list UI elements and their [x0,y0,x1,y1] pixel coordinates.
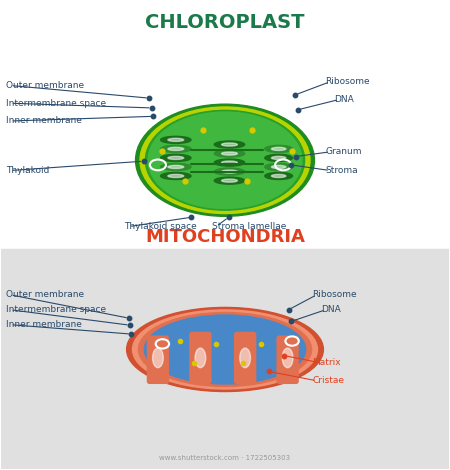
Ellipse shape [140,107,310,213]
Text: Inner membrane: Inner membrane [6,117,82,125]
Text: Granum: Granum [326,147,362,157]
Ellipse shape [271,165,286,169]
FancyBboxPatch shape [189,332,212,384]
FancyBboxPatch shape [234,332,256,384]
Ellipse shape [271,157,286,159]
Ellipse shape [145,110,305,210]
Text: MITOCHONDRIA: MITOCHONDRIA [145,228,305,246]
Ellipse shape [139,313,311,386]
Text: Intermembrane space: Intermembrane space [6,305,106,314]
Ellipse shape [221,152,238,155]
Text: Stroma lamellae: Stroma lamellae [212,222,286,231]
Ellipse shape [265,164,292,171]
Text: Intermembrane space: Intermembrane space [6,99,106,108]
Ellipse shape [214,159,245,166]
Ellipse shape [221,143,238,146]
Ellipse shape [265,154,292,161]
Ellipse shape [214,168,245,175]
Ellipse shape [126,307,324,392]
Ellipse shape [221,170,238,173]
Ellipse shape [214,150,245,157]
Ellipse shape [161,136,191,143]
Bar [1,249,449,469]
Ellipse shape [132,310,318,389]
Text: Inner membrane: Inner membrane [6,320,82,329]
Ellipse shape [144,315,306,384]
Ellipse shape [282,348,293,368]
Text: DNA: DNA [321,305,341,314]
Text: Stroma: Stroma [326,166,358,175]
Bar [1,1,449,249]
Ellipse shape [271,174,286,178]
Ellipse shape [168,165,184,169]
Ellipse shape [161,145,191,152]
Ellipse shape [240,348,251,368]
Text: Ribosome: Ribosome [312,290,357,299]
Ellipse shape [265,172,292,180]
Ellipse shape [153,348,163,368]
FancyBboxPatch shape [276,336,299,384]
Text: Thylakoid space: Thylakoid space [124,222,197,231]
Ellipse shape [168,174,184,178]
Ellipse shape [214,177,245,184]
Ellipse shape [271,147,286,150]
Text: Outer membrane: Outer membrane [6,290,84,299]
Ellipse shape [161,154,191,161]
FancyBboxPatch shape [147,336,169,384]
Ellipse shape [214,141,245,148]
Text: Ribosome: Ribosome [326,77,370,86]
Text: www.shutterstock.com · 1722505303: www.shutterstock.com · 1722505303 [159,455,291,462]
Text: DNA: DNA [334,95,354,104]
Text: Cristae: Cristae [312,376,344,385]
Ellipse shape [161,172,191,180]
Text: CHLOROPLAST: CHLOROPLAST [145,13,305,32]
Ellipse shape [148,112,302,209]
Ellipse shape [221,161,238,164]
Text: Thylakoid: Thylakoid [6,166,49,175]
Ellipse shape [265,145,292,152]
Ellipse shape [135,104,315,216]
Ellipse shape [168,138,184,141]
Text: Outer membrane: Outer membrane [6,81,84,90]
Ellipse shape [168,157,184,159]
Ellipse shape [168,147,184,150]
Text: Matrix: Matrix [312,358,341,367]
Ellipse shape [195,348,206,368]
Ellipse shape [161,164,191,171]
Ellipse shape [221,179,238,182]
